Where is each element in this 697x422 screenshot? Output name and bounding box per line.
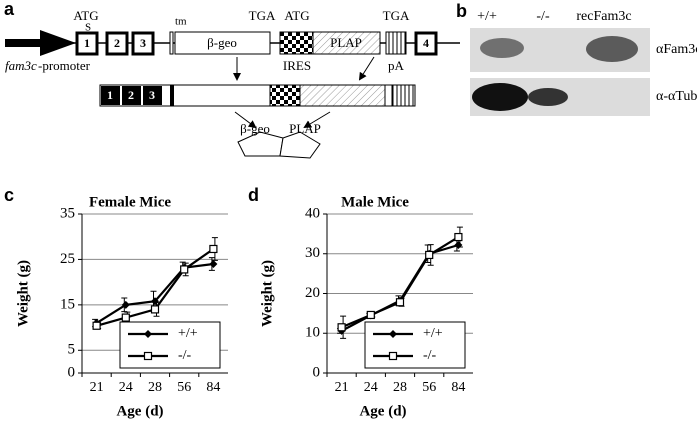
legend-label: +/+ — [178, 326, 198, 341]
exon-label: 4 — [423, 36, 429, 50]
marker — [425, 250, 434, 260]
y-tick-label: 0 — [313, 364, 321, 380]
western-blot — [470, 28, 650, 116]
x-tick-label: 21 — [90, 380, 104, 395]
y-axis-label: Weight (g) — [259, 260, 275, 327]
y-tick-label: 20 — [305, 285, 320, 301]
x-tick-label: 84 — [206, 380, 220, 395]
x-tick-label: 28 — [393, 380, 407, 395]
x-axis-label: Age (d) — [116, 403, 163, 419]
y-tick-label: 5 — [68, 342, 76, 358]
product-label: PLAP — [289, 121, 321, 136]
x-tick-label: 28 — [148, 380, 162, 395]
marker — [209, 244, 218, 254]
chart-title: Female Mice — [89, 194, 171, 210]
legend — [119, 321, 221, 369]
panel-label: c — [4, 185, 14, 205]
marker — [150, 305, 160, 314]
diagram-label: pA — [388, 58, 405, 73]
row-label: αFam3c — [656, 42, 697, 57]
x-tick-label: 24 — [119, 380, 133, 395]
marker — [144, 330, 152, 338]
exon-label: 1 — [84, 36, 90, 50]
marker — [366, 310, 375, 320]
marker — [454, 241, 463, 250]
diagram-label: tm — [175, 16, 187, 28]
panel-label: d — [248, 185, 259, 205]
marker — [454, 232, 463, 242]
line — [341, 243, 459, 332]
diagram-label: ATG — [73, 8, 98, 23]
exon-label: 1 — [107, 88, 113, 102]
line — [96, 248, 215, 327]
y-axis-label: Weight (g) — [15, 260, 31, 327]
panel-label: a — [4, 0, 15, 19]
promoter-label: -promoter — [38, 58, 91, 73]
diagram-label: ATG — [284, 8, 309, 23]
box-label: PLAP — [330, 35, 362, 50]
legend-label: -/- — [178, 348, 192, 363]
exon-label: 3 — [149, 88, 155, 102]
product-label: β-geo — [240, 121, 270, 136]
marker — [121, 300, 130, 309]
marker — [209, 259, 218, 268]
marker — [92, 321, 101, 330]
chart-title: Male Mice — [341, 194, 409, 210]
box-label: β-geo — [207, 35, 237, 50]
y-tick-label: 30 — [305, 245, 320, 261]
y-tick-label: 35 — [60, 205, 75, 221]
exon-label: 2 — [128, 88, 134, 102]
y-tick-label: 10 — [305, 325, 320, 341]
marker — [143, 351, 153, 361]
diagram-label: IRES — [283, 58, 311, 73]
promoter-label: fam3c — [5, 58, 37, 73]
y-tick-label: 25 — [60, 251, 75, 267]
lane-label: recFam3c — [576, 9, 631, 24]
diagram-label: TGA — [249, 8, 276, 23]
legend-label: +/+ — [423, 326, 443, 341]
marker — [337, 323, 346, 332]
x-tick-label: 21 — [335, 380, 349, 395]
gene-diagram — [5, 30, 460, 159]
marker — [388, 351, 398, 361]
lane-label: -/- — [536, 9, 550, 24]
marker — [395, 298, 405, 307]
diagram-label: S — [85, 22, 91, 34]
marker — [121, 313, 130, 322]
legend — [364, 321, 466, 369]
x-axis-label: Age (d) — [359, 403, 406, 419]
x-tick-label: 24 — [364, 380, 378, 395]
diagram-label: TGA — [383, 8, 410, 23]
legend-label: -/- — [423, 348, 437, 363]
lane-label: +/+ — [477, 9, 497, 24]
y-tick-label: 0 — [68, 364, 76, 380]
x-tick-label: 56 — [422, 380, 436, 395]
panel-label: b — [456, 1, 467, 21]
marker — [180, 265, 189, 274]
exon-label: 2 — [114, 36, 120, 50]
y-tick-label: 40 — [305, 205, 320, 221]
x-tick-label: 84 — [451, 380, 465, 395]
x-tick-label: 56 — [177, 380, 191, 395]
exon-label: 3 — [140, 36, 146, 50]
marker — [389, 330, 397, 338]
row-label: α-αTubulin — [656, 89, 697, 104]
line — [96, 262, 214, 324]
y-tick-label: 15 — [60, 296, 75, 312]
